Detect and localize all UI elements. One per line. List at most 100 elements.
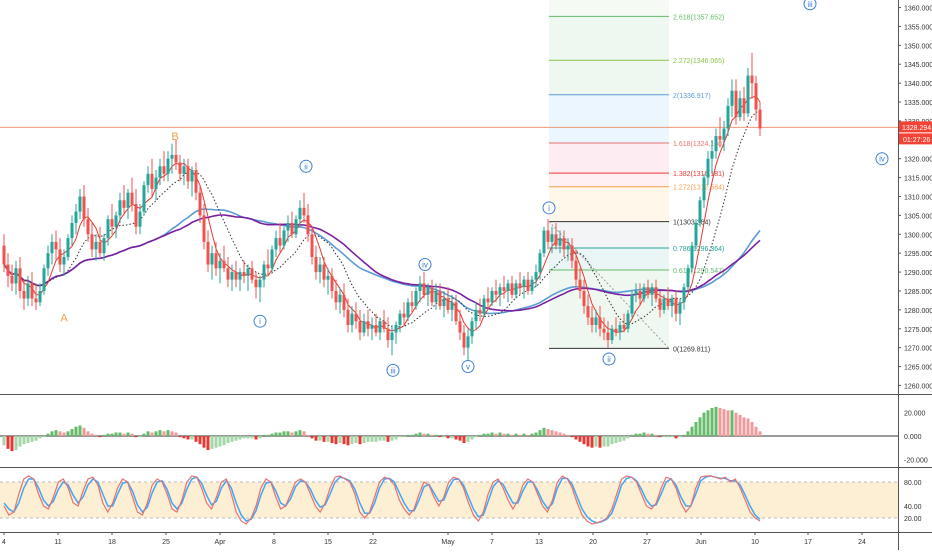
histogram-bar bbox=[666, 436, 670, 438]
histogram-bar bbox=[294, 431, 298, 436]
candle-body bbox=[610, 328, 614, 341]
candle-body bbox=[470, 321, 474, 337]
candle-body bbox=[178, 162, 182, 174]
histogram-bar bbox=[166, 430, 170, 436]
histogram-bar bbox=[182, 436, 186, 439]
stoch-tick-label: 80.00 bbox=[904, 480, 922, 487]
candle-body bbox=[474, 309, 478, 322]
time-tick-label: Apr bbox=[215, 539, 227, 546]
histogram-bar bbox=[474, 436, 478, 438]
candle-body bbox=[10, 275, 14, 284]
candle-body bbox=[218, 260, 222, 269]
candle-body bbox=[438, 290, 442, 307]
histogram-bar bbox=[250, 436, 254, 439]
candle-body bbox=[634, 290, 638, 295]
candle-body bbox=[638, 290, 642, 299]
histogram-bar bbox=[594, 436, 598, 447]
fib-level-label: 2.618(1357.652) bbox=[673, 14, 724, 21]
candle-body bbox=[202, 215, 206, 242]
candle-body bbox=[98, 241, 102, 254]
candle-body bbox=[2, 245, 6, 265]
time-tick-label: 8 bbox=[272, 539, 276, 546]
histogram-bar bbox=[542, 427, 546, 436]
histogram-bar bbox=[66, 431, 70, 436]
wave-label-circle bbox=[875, 152, 889, 166]
candle-body bbox=[462, 332, 466, 348]
histogram-bar bbox=[314, 436, 318, 441]
histogram-bar bbox=[58, 431, 62, 436]
candle-body bbox=[398, 313, 402, 325]
candle-body bbox=[66, 238, 70, 257]
histogram-bar bbox=[614, 436, 618, 443]
histogram-bar bbox=[46, 433, 50, 436]
histogram-bar bbox=[486, 433, 490, 436]
wave-label: iii bbox=[390, 366, 396, 375]
time-tick-label: 13 bbox=[535, 539, 543, 546]
candle-body bbox=[602, 328, 606, 333]
wave-label-circle bbox=[299, 159, 313, 173]
candle-body bbox=[670, 298, 674, 307]
histogram-bar bbox=[174, 432, 178, 436]
osc-tick-label: -20.000 bbox=[904, 457, 928, 464]
candle-body bbox=[258, 279, 262, 288]
candle-body bbox=[446, 298, 450, 310]
wave-label-circle bbox=[418, 258, 432, 272]
histogram-bar bbox=[438, 436, 442, 438]
histogram-bar bbox=[494, 433, 498, 436]
candle-body bbox=[694, 222, 698, 246]
candle-body bbox=[310, 234, 314, 257]
candle-body bbox=[502, 287, 506, 291]
histogram-bar bbox=[242, 436, 246, 439]
candle-body bbox=[270, 249, 274, 269]
wave-label: ii bbox=[304, 162, 308, 171]
histogram-bar bbox=[338, 436, 342, 443]
histogram-bar bbox=[6, 436, 10, 449]
histogram-bar bbox=[34, 436, 38, 441]
candle-body bbox=[714, 136, 718, 152]
histogram-bar bbox=[218, 436, 222, 447]
histogram-bar bbox=[558, 432, 562, 436]
price-tick-label: 1345.000 bbox=[904, 62, 932, 69]
histogram-bar bbox=[150, 432, 154, 436]
histogram-bar bbox=[658, 436, 662, 438]
histogram-bar bbox=[686, 431, 690, 436]
candle-body bbox=[142, 185, 146, 212]
candle-body bbox=[518, 283, 522, 288]
candle-body bbox=[522, 279, 526, 288]
histogram-bar bbox=[514, 433, 518, 436]
histogram-bar bbox=[526, 434, 530, 436]
candle-body bbox=[598, 317, 602, 329]
candle-body bbox=[138, 211, 142, 227]
fib-level-label: 1.382(1316.181) bbox=[673, 171, 724, 178]
candle-body bbox=[718, 136, 722, 140]
price-tick-label: 1350.000 bbox=[904, 43, 932, 50]
histogram-bar bbox=[154, 431, 158, 436]
histogram-bar bbox=[102, 434, 106, 436]
histogram-bar bbox=[306, 434, 310, 436]
candle-body bbox=[506, 283, 510, 291]
histogram-bar bbox=[274, 432, 278, 436]
histogram-bar bbox=[394, 436, 398, 440]
histogram-bar bbox=[70, 429, 74, 436]
histogram-bar bbox=[742, 417, 746, 436]
histogram-bar bbox=[106, 433, 110, 436]
histogram-bar bbox=[190, 436, 194, 440]
candle-body bbox=[234, 272, 238, 280]
histogram-bar bbox=[210, 436, 214, 449]
histogram-bar bbox=[506, 433, 510, 436]
fib-zone bbox=[549, 186, 669, 222]
wave-label: i bbox=[259, 317, 261, 326]
histogram-bar bbox=[534, 432, 538, 436]
candle-body bbox=[350, 313, 354, 325]
candle-body bbox=[590, 317, 594, 325]
candle-body bbox=[650, 287, 654, 295]
histogram-bar bbox=[78, 425, 82, 436]
candle-body bbox=[70, 222, 74, 239]
histogram-bar bbox=[638, 433, 642, 436]
candle-body bbox=[154, 177, 158, 189]
histogram-bar bbox=[118, 432, 122, 436]
wave-label-circle bbox=[542, 201, 556, 215]
histogram-bar bbox=[298, 430, 302, 436]
histogram-bar bbox=[378, 436, 382, 441]
candle-body bbox=[422, 283, 426, 295]
